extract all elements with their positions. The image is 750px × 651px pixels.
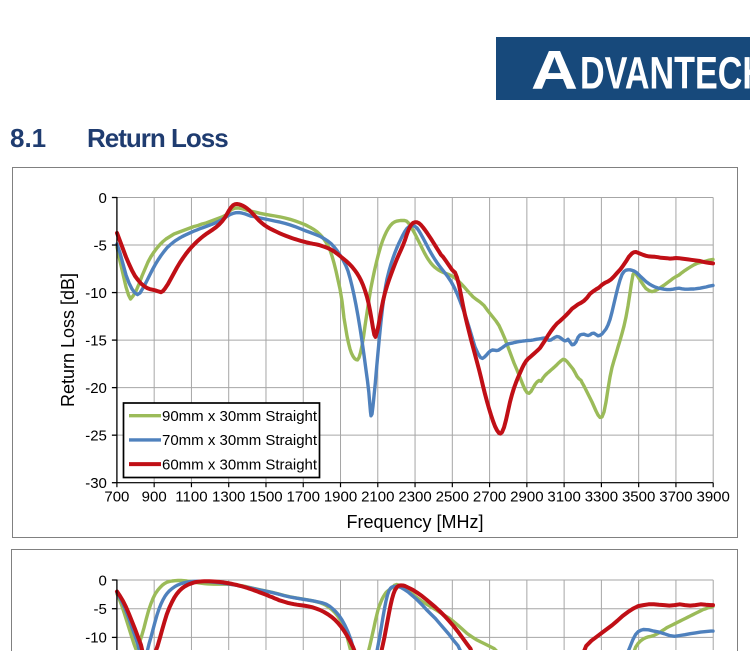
svg-text:90mm x 30mm Straight: 90mm x 30mm Straight xyxy=(162,408,318,425)
svg-text:1900: 1900 xyxy=(324,489,357,506)
svg-text:2100: 2100 xyxy=(361,489,394,506)
svg-text:-20: -20 xyxy=(85,380,107,397)
svg-text:3700: 3700 xyxy=(659,489,692,506)
svg-text:-5: -5 xyxy=(94,601,107,618)
svg-text:-5: -5 xyxy=(94,237,107,254)
svg-text:-15: -15 xyxy=(85,332,107,349)
svg-text:Return Loss [dB]: Return Loss [dB] xyxy=(58,273,78,407)
svg-text:60mm x 30mm Straight: 60mm x 30mm Straight xyxy=(162,456,318,473)
svg-text:Frequency [MHz]: Frequency [MHz] xyxy=(346,512,483,532)
svg-text:900: 900 xyxy=(142,489,167,506)
svg-text:2900: 2900 xyxy=(510,489,543,506)
svg-text:70mm x 30mm Straight: 70mm x 30mm Straight xyxy=(162,432,318,449)
svg-text:-10: -10 xyxy=(85,285,107,302)
svg-text:DVANTECH: DVANTECH xyxy=(580,48,750,99)
svg-text:2300: 2300 xyxy=(398,489,431,506)
svg-text:0: 0 xyxy=(99,190,107,207)
svg-text:1300: 1300 xyxy=(212,489,245,506)
svg-text:-30: -30 xyxy=(85,475,107,492)
svg-text:-10: -10 xyxy=(85,630,107,647)
svg-text:3900: 3900 xyxy=(697,489,730,506)
svg-text:2500: 2500 xyxy=(436,489,469,506)
svg-text:2700: 2700 xyxy=(473,489,506,506)
svg-text:3100: 3100 xyxy=(547,489,580,506)
svg-text:0: 0 xyxy=(99,572,107,589)
svg-text:1500: 1500 xyxy=(249,489,282,506)
svg-text:700: 700 xyxy=(104,489,129,506)
svg-text:3500: 3500 xyxy=(622,489,655,506)
svg-text:3300: 3300 xyxy=(585,489,618,506)
svg-text:1700: 1700 xyxy=(287,489,320,506)
svg-text:1100: 1100 xyxy=(175,489,207,506)
svg-text:A: A xyxy=(531,39,578,101)
svg-text:-25: -25 xyxy=(85,427,107,444)
